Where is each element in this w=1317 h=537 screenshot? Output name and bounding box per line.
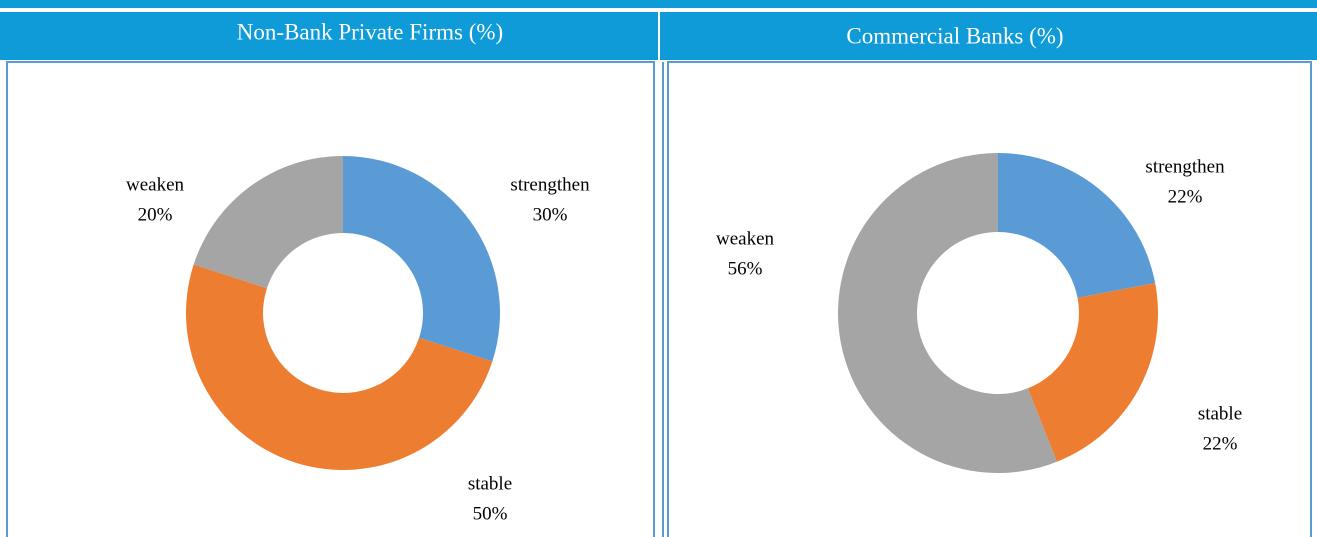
donut-segment	[1027, 283, 1158, 462]
category-label: weaken	[126, 174, 185, 195]
category-label: stable	[1198, 403, 1242, 424]
donut-segment	[998, 153, 1156, 298]
data-label: 22%	[1203, 433, 1238, 454]
category-label: weaken	[716, 228, 775, 249]
category-label: strengthen	[1145, 156, 1225, 177]
data-label: 50%	[473, 503, 508, 524]
panel-border	[667, 61, 1312, 537]
top-band	[0, 0, 1317, 8]
data-label: 22%	[1168, 186, 1203, 207]
category-label: strengthen	[510, 174, 590, 195]
category-label: stable	[468, 473, 512, 494]
panel-border	[6, 61, 655, 537]
donut-segment	[186, 264, 493, 471]
chart-title: Non-Bank Private Firms (%)	[237, 19, 503, 44]
data-label: 56%	[728, 258, 763, 279]
data-label: 30%	[533, 204, 568, 225]
donut-segment	[343, 156, 501, 362]
chart-title: Commercial Banks (%)	[846, 23, 1063, 48]
donut-segment	[838, 153, 1057, 473]
donut-segment	[193, 156, 343, 289]
data-label: 20%	[138, 204, 173, 225]
